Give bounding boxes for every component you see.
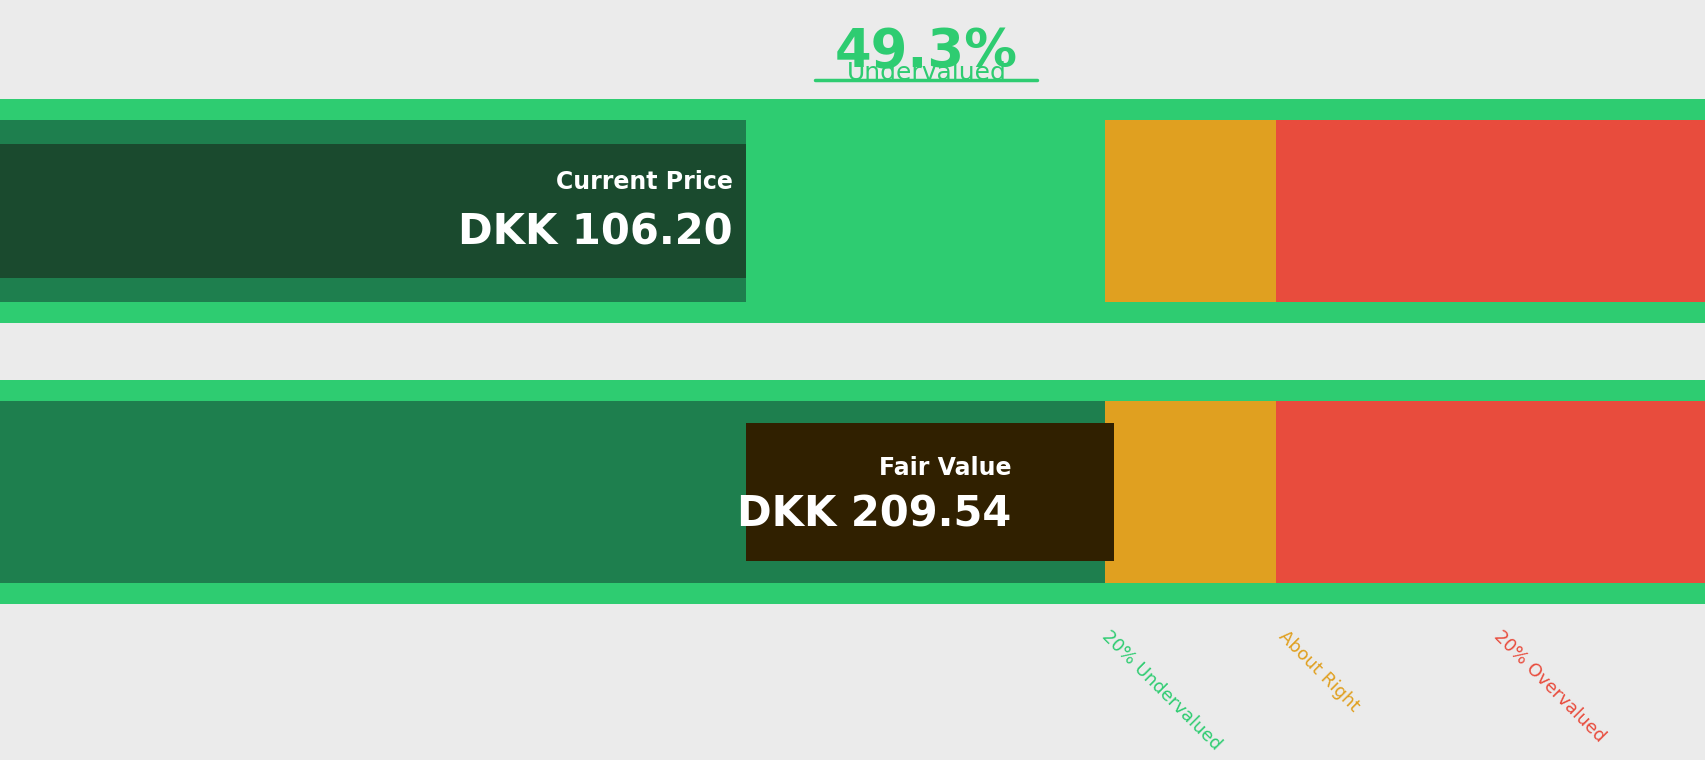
Bar [0,99,1705,120]
Text: 49.3%: 49.3% [834,27,1018,78]
Text: Undervalued: Undervalued [846,61,1006,85]
Bar [0,302,1705,323]
Text: Fair Value: Fair Value [878,456,1011,480]
Text: DKK 106.20: DKK 106.20 [459,211,733,253]
Bar [1275,120,1705,302]
Bar [1275,401,1705,583]
Text: 20% Undervalued: 20% Undervalued [1098,627,1224,754]
Bar [747,423,1113,561]
Bar [1105,401,1275,583]
Bar [0,144,747,278]
Bar [747,120,1105,302]
Bar [0,583,1705,604]
Text: 20% Overvalued: 20% Overvalued [1490,627,1608,746]
Bar [0,380,1705,401]
Bar [0,120,1105,302]
Bar [0,401,1105,583]
Text: DKK 209.54: DKK 209.54 [737,494,1011,536]
Bar [1105,120,1275,302]
Text: About Right: About Right [1275,627,1362,715]
Text: Current Price: Current Price [556,170,733,194]
